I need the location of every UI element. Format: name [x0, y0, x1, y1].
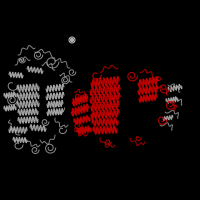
- Circle shape: [70, 38, 74, 42]
